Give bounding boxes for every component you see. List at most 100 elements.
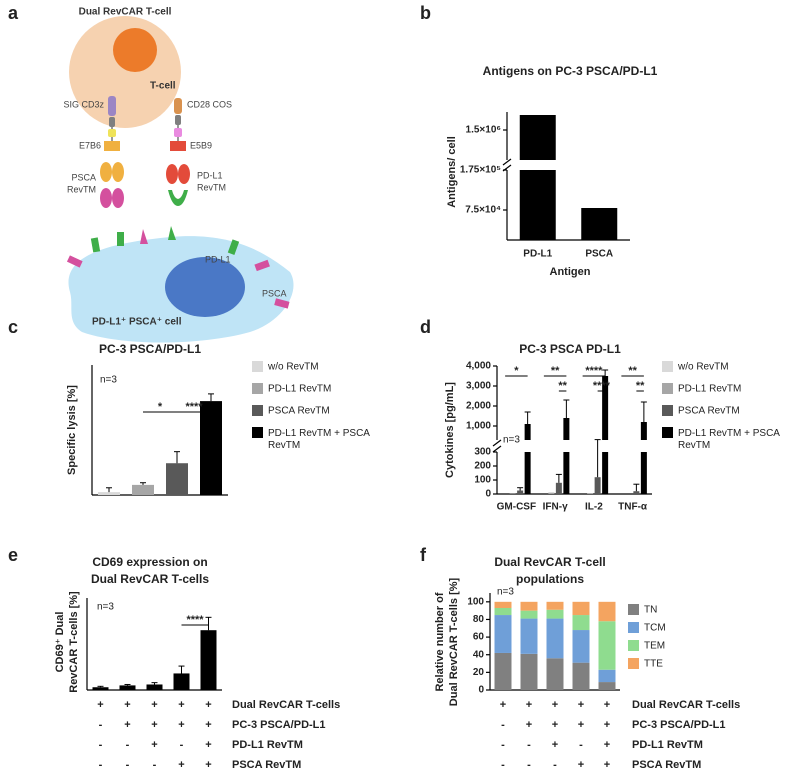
antigen [140, 229, 148, 244]
diagram-label: PSCA [71, 172, 96, 182]
bar [166, 463, 188, 495]
y-tick-label: 7.5×10⁴ [465, 205, 501, 216]
row-sign: - [153, 759, 157, 771]
legend-swatch [628, 622, 639, 633]
row-sign: + [151, 739, 157, 751]
legend-label: PSCA RevTM [678, 406, 740, 417]
legend-swatch [662, 427, 673, 438]
chart-title: Dual RevCAR T-cell [494, 555, 605, 569]
bar [98, 492, 120, 495]
row-label: Dual RevCAR T-cells [632, 699, 740, 711]
row-sign: + [500, 699, 506, 711]
y-axis-label: Specific lysis [%] [66, 385, 78, 475]
y-tick-label: 60 [473, 632, 485, 643]
diagram-label: PD-L1 [205, 254, 231, 264]
panel-label: d [420, 317, 431, 337]
y-tick-label: 3,000 [466, 381, 491, 392]
chart-title: PC-3 PSCA PD-L1 [519, 342, 621, 356]
bar-segment [598, 601, 616, 622]
y-tick-label: 80 [473, 614, 485, 625]
chart-title: CD69 expression on [92, 555, 207, 569]
bar [519, 115, 556, 160]
bar-segment [572, 662, 590, 690]
receptor [175, 115, 181, 125]
row-sign: + [205, 739, 211, 751]
significance-label: ** [551, 365, 560, 377]
row-sign: + [205, 699, 211, 711]
row-sign: - [99, 739, 103, 751]
x-tick-label: IFN-γ [543, 502, 568, 513]
chart-title: Antigens on PC-3 PSCA/PD-L1 [483, 64, 658, 78]
row-sign: + [124, 699, 130, 711]
row-sign: - [501, 719, 505, 731]
note: n=3 [497, 587, 514, 598]
antigen [90, 237, 101, 253]
row-sign: + [205, 759, 211, 771]
row-sign: + [552, 719, 558, 731]
diagram-label: PD-L1 [197, 170, 223, 180]
chart-title: PC-3 PSCA/PD-L1 [99, 342, 201, 356]
row-sign: + [178, 759, 184, 771]
y-tick-label: 0 [485, 489, 491, 500]
significance-label: **** [186, 614, 204, 626]
y-tick-label: 300 [474, 447, 491, 458]
bar-segment [494, 615, 512, 653]
bar-segment [520, 601, 538, 611]
diagram-label: RevTM [67, 184, 96, 194]
row-sign: - [527, 739, 531, 751]
panel-label: b [420, 3, 431, 23]
legend-label: PD-L1 RevTM + PSCA RevTM [678, 428, 780, 451]
antigen [254, 259, 270, 272]
y-axis-label: Cytokines [pg/mL] [444, 382, 456, 478]
y-axis-label: CD69⁺ Dual [54, 612, 66, 673]
diagram-label: E7B6 [79, 140, 101, 150]
y-axis-label: Antigens/ cell [446, 136, 458, 208]
bar [519, 170, 556, 240]
receptor [174, 98, 182, 114]
row-label: Dual RevCAR T-cells [232, 699, 340, 711]
row-sign: + [178, 719, 184, 731]
row-sign: - [501, 739, 505, 751]
y-tick-label: 200 [474, 461, 491, 472]
legend-swatch [252, 427, 263, 438]
y-tick-label: 1.75×10⁵ [460, 165, 501, 176]
row-sign: + [604, 699, 610, 711]
axis-break [492, 445, 502, 453]
bar-segment [520, 653, 538, 690]
y-axis-label: Relative number of [434, 592, 446, 691]
row-label: PD-L1 RevTM [632, 739, 703, 751]
bar [563, 418, 570, 440]
bar [524, 452, 531, 494]
panel-label: a [8, 3, 19, 23]
y-tick-label: 100 [474, 475, 491, 486]
row-sign: + [552, 699, 558, 711]
bar [200, 401, 222, 495]
antigen [66, 255, 83, 268]
diagram-label: E5B9 [190, 140, 212, 150]
y-tick-label: 100 [467, 596, 484, 607]
panel-label: c [8, 317, 18, 337]
note: n=3 [503, 435, 520, 446]
x-tick-label: PD-L1 [523, 249, 552, 260]
bar-segment [546, 601, 564, 610]
row-label: PSCA RevTM [232, 759, 301, 771]
row-sign: + [178, 699, 184, 711]
legend-label: w/o RevTM [677, 362, 729, 373]
axis-break [502, 158, 512, 166]
row-sign: + [151, 699, 157, 711]
diagram-label: RevTM [197, 182, 226, 192]
row-sign: - [501, 759, 505, 771]
row-sign: + [604, 759, 610, 771]
bar [640, 452, 647, 494]
bar-segment [572, 601, 590, 616]
legend-label: PD-L1 RevTM + PSCA RevTM [268, 428, 370, 451]
bar [548, 492, 555, 494]
row-sign: - [126, 759, 130, 771]
bar-segment [546, 658, 564, 690]
significance-label: * [158, 401, 163, 413]
antigen [117, 232, 124, 246]
row-sign: + [604, 739, 610, 751]
bar-segment [598, 682, 616, 690]
legend-swatch [662, 405, 673, 416]
